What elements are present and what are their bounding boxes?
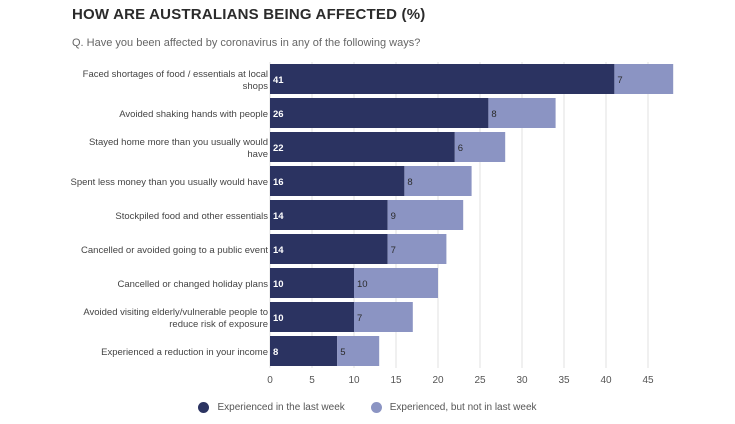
category-label-2-line-0: Stayed home more than you usually would — [89, 137, 268, 148]
data-label-not-last-week-1: 8 — [491, 109, 496, 120]
bar-last-week-0 — [270, 64, 615, 94]
category-label-0-line-0: Faced shortages of food / essentials at … — [83, 69, 268, 80]
bar-not-last-week-5 — [387, 234, 447, 264]
category-label-6: Cancelled or changed holiday plans — [117, 279, 268, 290]
chart-subtitle: Q. Have you been affected by coronavirus… — [72, 37, 421, 49]
data-label-last-week-2: 22 — [273, 143, 284, 154]
legend-swatch-not-last-week — [370, 402, 382, 413]
x-tick-label-15: 15 — [390, 375, 402, 386]
x-tick-label-25: 25 — [474, 375, 486, 386]
data-label-not-last-week-4: 9 — [391, 211, 396, 222]
bar-not-last-week-7 — [354, 302, 413, 332]
data-label-not-last-week-3: 8 — [407, 177, 412, 188]
x-tick-label-30: 30 — [516, 375, 528, 386]
x-tick-label-10: 10 — [348, 375, 360, 386]
data-label-last-week-1: 26 — [273, 109, 284, 120]
legend-swatch-last-week — [198, 402, 210, 413]
bar-last-week-7 — [270, 302, 354, 332]
bar-not-last-week-1 — [488, 98, 556, 128]
data-label-last-week-6: 10 — [273, 279, 284, 290]
data-label-not-last-week-2: 6 — [458, 143, 463, 154]
bar-last-week-8 — [270, 336, 338, 366]
bar-last-week-6 — [270, 268, 354, 298]
category-label-4: Stockpiled food and other essentials — [115, 211, 268, 222]
x-tick-label-5: 5 — [309, 375, 315, 386]
x-tick-label-35: 35 — [558, 375, 570, 386]
legend-item-last-week[interactable]: Experienced in the last week — [198, 402, 345, 413]
data-label-last-week-8: 8 — [273, 347, 278, 358]
data-label-not-last-week-0: 7 — [617, 75, 622, 86]
bar-not-last-week-6 — [354, 268, 438, 298]
data-label-last-week-3: 16 — [273, 177, 284, 188]
category-label-1: Avoided shaking hands with people — [119, 109, 268, 120]
x-tick-label-0: 0 — [267, 375, 273, 386]
category-label-0-line-1: shops — [243, 81, 269, 92]
category-label-7-line-0: Avoided visiting elderly/vulnerable peop… — [83, 307, 268, 318]
stacked-bar-chart: 0 5 10 15 20 25 30 35 40 45 41 7 Faced shortages of … — [70, 62, 674, 386]
category-label-8: Experienced a reduction in your income — [101, 347, 268, 358]
data-label-not-last-week-6: 10 — [357, 279, 368, 290]
bar-last-week-1 — [270, 98, 489, 128]
data-label-last-week-4: 14 — [273, 211, 284, 222]
data-label-last-week-7: 10 — [273, 313, 284, 324]
chart-legend: Experienced in the last week Experienced… — [0, 402, 735, 413]
x-tick-label-20: 20 — [432, 375, 444, 386]
data-label-last-week-0: 41 — [273, 75, 284, 86]
legend-item-not-last-week[interactable]: Experienced, but not in last week — [370, 402, 537, 413]
category-label-5: Cancelled or avoided going to a public e… — [81, 245, 268, 256]
category-label-3: Spent less money than you usually would … — [70, 177, 268, 188]
bar-not-last-week-4 — [387, 200, 464, 230]
legend-label-not-last-week: Experienced, but not in last week — [389, 402, 537, 413]
bar-last-week-3 — [270, 166, 405, 196]
data-label-not-last-week-7: 7 — [357, 313, 362, 324]
legend-label-last-week: Experienced in the last week — [217, 402, 345, 413]
bar-not-last-week-8 — [337, 336, 380, 366]
bar-not-last-week-2 — [454, 132, 506, 162]
x-tick-label-40: 40 — [600, 375, 612, 386]
bar-last-week-5 — [270, 234, 388, 264]
bar-not-last-week-3 — [404, 166, 472, 196]
x-tick-label-45: 45 — [642, 375, 654, 386]
bar-last-week-4 — [270, 200, 388, 230]
chart-title: HOW ARE AUSTRALIANS BEING AFFECTED (%) — [72, 6, 426, 23]
data-label-last-week-5: 14 — [273, 245, 284, 256]
bar-last-week-2 — [270, 132, 455, 162]
bar-not-last-week-0 — [614, 64, 674, 94]
data-label-not-last-week-8: 5 — [340, 347, 345, 358]
data-label-not-last-week-5: 7 — [391, 245, 396, 256]
category-label-7-line-1: reduce risk of exposure — [169, 319, 268, 330]
category-label-2-line-1: have — [247, 149, 268, 160]
